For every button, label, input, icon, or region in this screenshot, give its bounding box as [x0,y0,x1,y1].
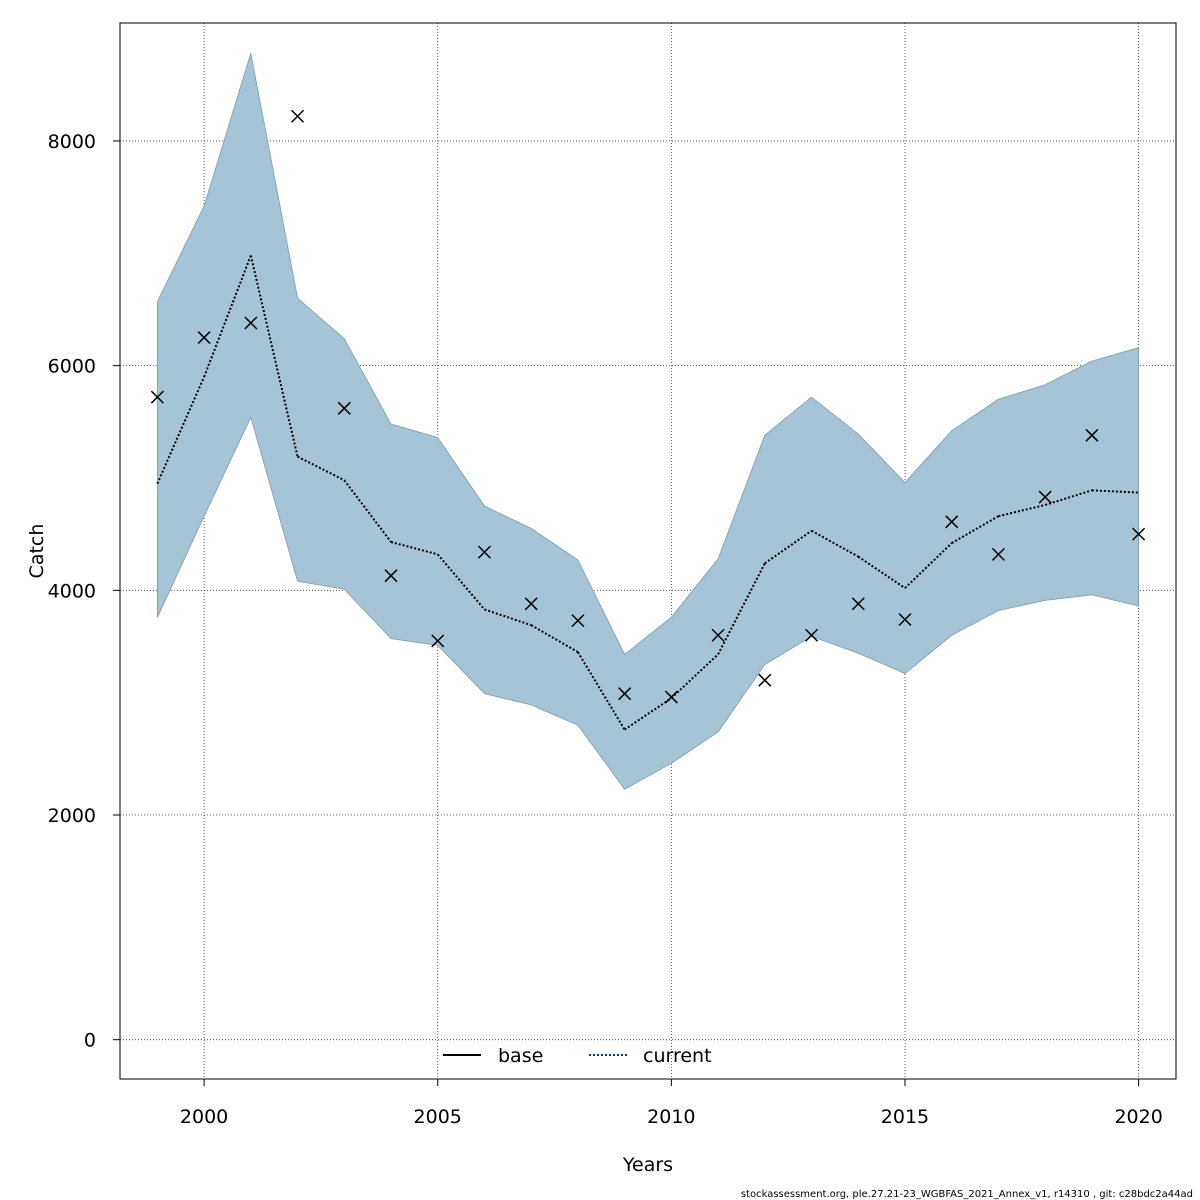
marker-stroke [758,673,772,687]
marker-stroke [991,547,1005,561]
current-line-segment [857,555,906,589]
current-line-segment [670,653,719,699]
marker-stroke [150,390,164,404]
footer-credit: stockassessment.org, ple.27.21-23_WGBFAS… [741,1189,1193,1200]
marker-stroke [291,109,305,123]
confidence-band-area [156,53,1139,790]
current-line-segment [951,515,999,545]
current-line-segment [998,503,1046,518]
observed-catch-marker [1038,490,1052,504]
x-axis-ticks: 2000 2005 2010 2015 2020 [180,1079,1163,1128]
marker-stroke [898,612,912,627]
observed-catch-marker [618,687,632,701]
observed-catch-marker [150,390,164,404]
observed-catch-marker [1132,527,1146,541]
current-line-segment [1044,489,1093,506]
marker-stroke [805,628,819,642]
current-line-segment [156,376,206,484]
observation-markers [150,109,1146,704]
y-tick-label: 6000 [48,356,96,378]
current-line-segment [249,255,299,457]
marker-stroke [618,687,632,701]
observed-catch-marker [898,612,912,627]
observed-catch-marker [431,634,445,648]
observed-catch-marker [711,628,725,642]
marker-stroke [1132,527,1146,541]
current-line-segment [624,697,672,731]
marker-stroke [571,614,585,628]
observed-catch-marker [524,597,538,611]
marker-stroke [711,628,725,642]
x-axis-title: Years [622,1154,673,1176]
current-line-segment [390,541,438,556]
marker-stroke [477,545,491,559]
marker-stroke [244,316,258,330]
x-tick-label: 2020 [1114,1106,1162,1128]
current-line-segment [484,608,532,627]
current-line-segment [811,529,859,558]
x-tick-label: 2015 [881,1106,929,1128]
legend-label-current: current [643,1045,712,1067]
y-axis-title: Catch [26,524,48,579]
y-tick-label: 8000 [48,131,96,153]
legend: base current [443,1045,712,1067]
observed-catch-marker [337,401,351,415]
observed-catch-marker [851,597,865,611]
marker-stroke [431,634,445,648]
marker-stroke [384,569,398,583]
current-line-segment [297,455,345,482]
marker-stroke [337,401,351,415]
observed-catch-marker [945,515,959,529]
current-line-segment [904,542,953,589]
observed-catch-marker [1085,428,1099,442]
observed-catch-marker [571,614,585,628]
observed-catch-marker [664,690,678,704]
observed-catch-marker [291,109,305,123]
series-lines [156,255,1139,731]
y-tick-label: 2000 [48,805,96,827]
current-line-segment [343,479,392,543]
marker-stroke [664,690,678,704]
marker-stroke [851,597,865,611]
observed-catch-marker [244,316,258,330]
confidence-band [156,53,1139,790]
current-line-segment [764,529,813,565]
observed-catch-marker [384,569,398,583]
observed-catch-marker [477,545,491,559]
current-line-segment [717,562,766,655]
plot-border [119,22,1177,1080]
marker-stroke [1085,428,1099,442]
marker-stroke [197,331,211,345]
current-line-segment [203,255,252,378]
x-tick-label: 2005 [414,1106,462,1128]
legend-label-base: base [498,1045,543,1067]
x-tick-label: 2010 [647,1106,695,1128]
observed-catch-marker [758,673,772,687]
x-tick-label: 2000 [180,1106,228,1128]
current-line-segment [530,624,579,653]
y-axis-ticks: 0 2000 4000 6000 8000 [48,131,120,1052]
y-tick-label: 4000 [48,580,96,602]
y-tick-label: 0 [84,1030,96,1052]
marker-stroke [945,515,959,529]
current-line-segment [436,553,486,611]
observed-catch-marker [991,547,1005,561]
marker-stroke [524,597,538,611]
observed-catch-marker [805,628,819,642]
observed-catch-marker [197,331,211,345]
marker-stroke [1038,490,1052,504]
current-line-segment [577,651,626,731]
